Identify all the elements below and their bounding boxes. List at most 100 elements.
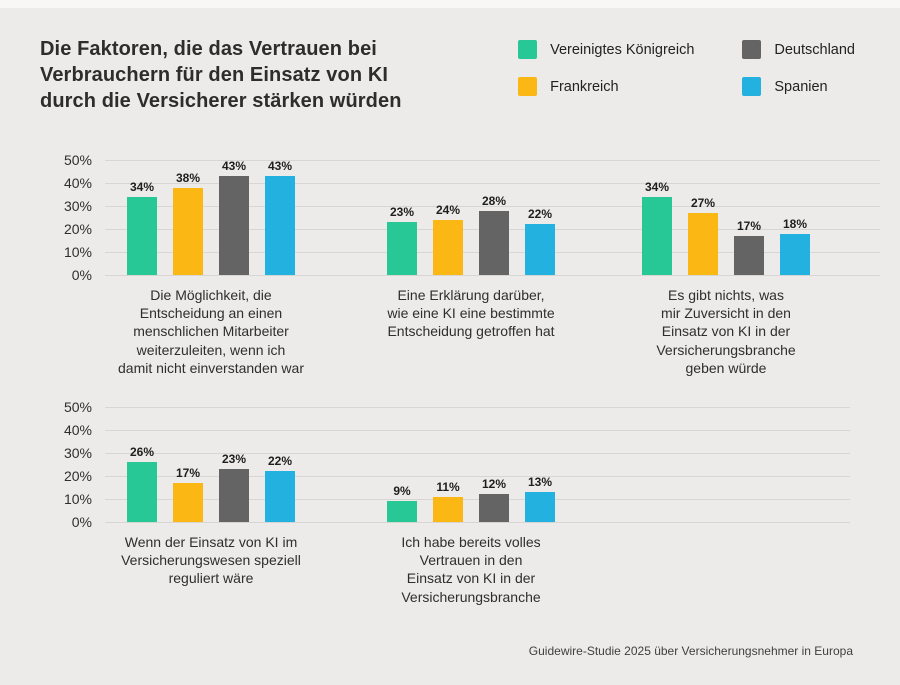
y-tick-label: 0% xyxy=(71,267,92,283)
bar-value-label: 43% xyxy=(267,159,293,174)
bar-Vereinigtes Königreich xyxy=(127,462,157,522)
gridline xyxy=(105,453,850,454)
y-tick-label: 10% xyxy=(63,244,92,260)
bar-Spanien xyxy=(525,224,555,275)
bar-Deutschland xyxy=(219,469,249,522)
bar-value-label: 23% xyxy=(389,205,415,220)
bar-value-label: 22% xyxy=(527,207,553,222)
legend-label: Spanien xyxy=(774,78,828,95)
legend-swatch-icon xyxy=(518,40,538,59)
top-strip xyxy=(0,0,900,8)
bar-column: 18% xyxy=(780,217,810,275)
bar-value-label: 28% xyxy=(481,193,507,208)
legend-swatch-icon xyxy=(742,77,762,96)
legend-label: Vereinigtes Königreich xyxy=(550,41,695,58)
bar-value-label: 18% xyxy=(782,216,808,231)
y-tick-label: 50% xyxy=(63,399,92,415)
y-tick-label: 20% xyxy=(63,221,92,237)
legend-swatch-icon xyxy=(518,77,538,96)
bar-Spanien xyxy=(525,492,555,522)
bar-value-label: 27% xyxy=(690,195,716,210)
bar-column: 38% xyxy=(173,171,203,275)
bar-Deutschland xyxy=(479,494,509,522)
y-axis-row-1: 50% 40% 30% 20% 10% 0% xyxy=(40,152,92,283)
bar-Spanien xyxy=(265,176,295,275)
bar-column: 26% xyxy=(127,445,157,522)
bar-value-label: 13% xyxy=(527,475,553,490)
y-tick-label: 50% xyxy=(63,152,92,168)
y-tick-label: 0% xyxy=(71,514,92,530)
legend: Vereinigtes Königreich Frankreich Deutschl… xyxy=(518,40,855,96)
bar-Deutschland xyxy=(219,176,249,275)
bar-Frankreich xyxy=(173,187,203,275)
bar-column: 34% xyxy=(127,180,157,275)
y-tick-label: 20% xyxy=(63,468,92,484)
y-tick-label: 30% xyxy=(63,445,92,461)
bar-column: 34% xyxy=(642,180,672,275)
category-labels-row-1: Die Möglichkeit, die Entscheidung an ein… xyxy=(40,275,900,380)
bar-value-label: 17% xyxy=(736,218,762,233)
bar-column: 23% xyxy=(387,205,417,275)
category-label: Die Möglichkeit, die Entscheidung an ein… xyxy=(118,287,304,376)
category-label: Es gibt nichts, was mir Zuversicht in de… xyxy=(656,287,796,376)
bar-Spanien xyxy=(780,233,810,275)
y-tick-label: 40% xyxy=(63,422,92,438)
gridline xyxy=(105,499,850,500)
category-label: Ich habe bereits volles Vertrauen in den… xyxy=(401,534,541,605)
bar-group: 34% 38% 43% 43% xyxy=(127,159,295,275)
legend-label: Deutschland xyxy=(774,41,855,58)
bar-value-label: 23% xyxy=(221,452,247,467)
bar-value-label: 38% xyxy=(175,170,201,185)
bar-column: 13% xyxy=(525,475,555,522)
bar-column: 28% xyxy=(479,194,509,275)
bar-value-label: 22% xyxy=(267,454,293,469)
bar-Deutschland xyxy=(479,210,509,275)
bar-column: 17% xyxy=(173,466,203,522)
bar-group: 9% 11% 12% 13% xyxy=(387,475,555,522)
bar-group: 34% 27% 17% 18% xyxy=(642,180,810,275)
bar-group: 26% 17% 23% 22% xyxy=(127,445,295,522)
legend-label: Frankreich xyxy=(550,78,619,95)
bar-Vereinigtes Königreich xyxy=(387,222,417,275)
bar-column: 9% xyxy=(387,484,417,522)
bar-column: 12% xyxy=(479,477,509,522)
bar-Deutschland xyxy=(734,235,764,275)
bar-Frankreich xyxy=(173,482,203,522)
bar-column: 22% xyxy=(265,454,295,522)
bar-value-label: 11% xyxy=(436,479,460,494)
bar-value-label: 26% xyxy=(129,445,155,460)
chart-row-2: 50% 40% 30% 20% 10% 0% 26% 17% 23% 22% 9% 11% 12% 13… xyxy=(40,399,900,614)
gridline xyxy=(105,275,880,276)
bar-value-label: 12% xyxy=(481,477,507,492)
bar-value-label: 34% xyxy=(644,179,670,194)
category-labels-row-2: Wenn der Einsatz von KI im Versicherungs… xyxy=(40,522,900,614)
legend-item: Frankreich xyxy=(518,77,694,96)
bar-Vereinigtes Königreich xyxy=(127,196,157,275)
gridline xyxy=(105,430,850,431)
bar-value-label: 17% xyxy=(175,465,201,480)
legend-swatch-icon xyxy=(742,40,762,59)
source-note: Guidewire-Studie 2025 über Versicherungs… xyxy=(528,644,853,658)
bar-column: 22% xyxy=(525,207,555,275)
category-label: Wenn der Einsatz von KI im Versicherungs… xyxy=(121,534,301,587)
gridline xyxy=(105,183,880,184)
bar-column: 17% xyxy=(734,219,764,275)
y-tick-label: 30% xyxy=(63,198,92,214)
gridline xyxy=(105,476,850,477)
bar-value-label: 34% xyxy=(129,179,155,194)
y-axis-row-2: 50% 40% 30% 20% 10% 0% xyxy=(40,399,92,530)
category-label: Eine Erklärung darüber, wie eine KI eine… xyxy=(387,287,555,340)
header: Die Faktoren, die das Vertrauen bei Verb… xyxy=(0,8,900,114)
bar-column: 43% xyxy=(265,159,295,275)
bar-column: 24% xyxy=(433,203,463,275)
bar-Vereinigtes Königreich xyxy=(642,196,672,275)
bar-value-label: 9% xyxy=(393,484,411,499)
y-tick-label: 40% xyxy=(63,175,92,191)
y-tick-label: 10% xyxy=(63,491,92,507)
bar-Frankreich xyxy=(433,219,463,275)
bar-column: 23% xyxy=(219,452,249,522)
bar-column: 11% xyxy=(433,480,463,522)
bar-Spanien xyxy=(265,471,295,522)
bar-value-label: 24% xyxy=(435,202,461,217)
chart-row-1: 50% 40% 30% 20% 10% 0% 34% 38% 43% 43% 23% 24% 28% 2… xyxy=(40,152,900,380)
